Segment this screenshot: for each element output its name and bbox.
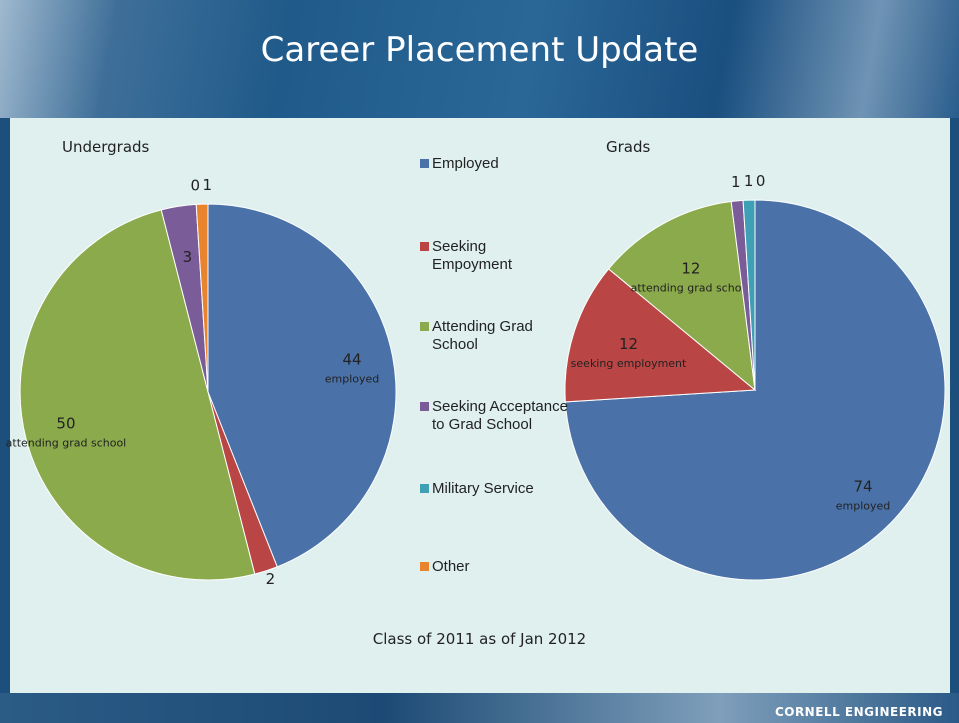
- data-label: 3: [183, 248, 193, 266]
- pie-slice: [19, 209, 256, 581]
- legend-swatch: [420, 322, 429, 331]
- slice-note: attending grad school: [6, 436, 127, 449]
- pie-slice: [564, 268, 757, 403]
- legend-item: Other: [420, 558, 570, 576]
- legend-item: Seeking Empoyment: [420, 238, 570, 274]
- legend-label: Seeking Acceptance to Grad School: [432, 398, 568, 433]
- pie-slice: [742, 199, 756, 391]
- slice-note: employed: [836, 499, 891, 512]
- data-label: 44: [342, 351, 361, 369]
- data-label: 2: [266, 570, 276, 588]
- legend-swatch: [420, 562, 429, 571]
- slice-note: employed: [325, 373, 380, 386]
- data-label: 0: [756, 172, 766, 190]
- slice-note: seeking employment: [571, 357, 687, 370]
- data-label: 12: [681, 259, 700, 277]
- data-label: 50: [56, 414, 75, 432]
- legend-label: Seeking Empoyment: [432, 238, 513, 273]
- data-label: 74: [853, 477, 872, 495]
- pie-slice: [607, 200, 756, 392]
- legend-item: Military Service: [420, 480, 570, 498]
- data-label: 12: [619, 335, 638, 353]
- brand: CORNELL ENGINEERING: [774, 705, 943, 719]
- pie-slice: [195, 203, 209, 393]
- slice-note: attending grad school: [631, 281, 752, 294]
- data-label: 1: [744, 172, 754, 190]
- header-band: [0, 0, 959, 118]
- legend-label: Attending Grad School: [432, 318, 533, 353]
- legend-swatch: [420, 484, 429, 493]
- data-label: 1: [731, 173, 741, 191]
- footer-band: [0, 693, 959, 723]
- legend-item: Employed: [420, 155, 570, 173]
- legend-label: Military Service: [432, 480, 534, 497]
- legend-swatch: [420, 159, 429, 168]
- caption: Class of 2011 as of Jan 2012: [372, 630, 587, 648]
- legend-item: Attending Grad School: [420, 318, 570, 354]
- chart-title: Undergrads: [62, 138, 150, 156]
- legend-swatch: [420, 402, 429, 411]
- legend-label: Other: [432, 558, 470, 575]
- pie-slice: [207, 203, 397, 568]
- data-label: 1: [203, 176, 213, 194]
- legend-item: Seeking Acceptance to Grad School: [420, 398, 570, 434]
- legend-label: Employed: [432, 155, 499, 172]
- chart-title: Grads: [606, 138, 651, 156]
- slide-title: Career Placement Update: [260, 30, 699, 70]
- legend-swatch: [420, 242, 429, 251]
- data-label: 0: [191, 176, 201, 194]
